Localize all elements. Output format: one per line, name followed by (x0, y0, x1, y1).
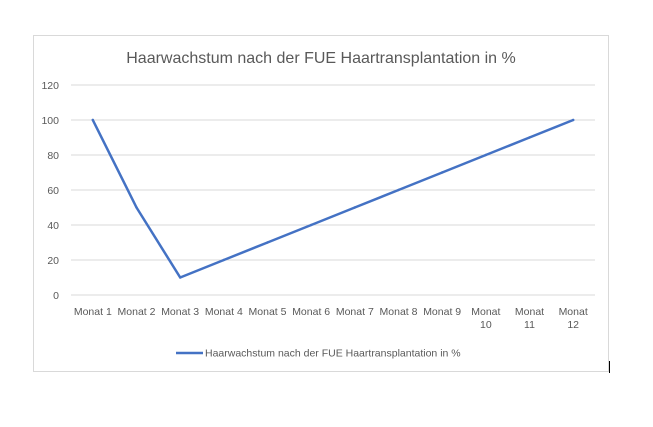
x-axis-tick-labels: Monat 1 Monat 2 Monat 3 Monat 4 Monat 5 Monat… (74, 306, 588, 331)
y-tick-label: 120 (41, 80, 59, 92)
data-point (440, 171, 444, 174)
x-tick-label: Monat 11 (515, 306, 544, 331)
x-tick-label: Monat 7 (336, 306, 374, 318)
legend-label: Haarwachstum nach der FUE Haartransplant… (205, 348, 461, 360)
chart-title: Haarwachstum nach der FUE Haartransplant… (126, 50, 516, 67)
y-tick-label: 40 (47, 220, 59, 232)
y-axis-tick-labels: 0 20 40 60 80 100 120 (41, 80, 59, 302)
data-point (397, 188, 400, 192)
series-line (91, 118, 575, 279)
x-tick-label: Monat 6 (292, 306, 330, 318)
x-tick-label: Monat 12 (559, 306, 588, 331)
x-tick-label: Monat 8 (380, 306, 418, 318)
data-point (135, 206, 138, 209)
x-tick-label: Monat 4 (205, 306, 243, 318)
data-point (91, 118, 95, 122)
chart-frame (33, 35, 609, 372)
x-tick-label: Monat 5 (249, 306, 287, 318)
series-lines (91, 118, 575, 279)
data-point (571, 118, 575, 122)
data-point (178, 276, 182, 279)
data-point (222, 258, 226, 262)
y-tick-label: 20 (47, 255, 59, 267)
x-tick-label: Monat 1 (74, 306, 112, 318)
y-tick-label: 60 (47, 185, 59, 197)
legend: Haarwachstum nach der FUE Haartransplant… (176, 348, 461, 360)
data-point (309, 223, 313, 227)
data-point (528, 136, 531, 139)
data-point (353, 206, 357, 209)
y-tick-label: 100 (41, 115, 59, 127)
text-cursor (609, 361, 610, 373)
x-tick-label: Monat 3 (161, 306, 199, 318)
data-point (266, 241, 269, 244)
x-tick-label: Monat 9 (423, 306, 461, 318)
y-tick-label: 0 (53, 290, 59, 302)
x-tick-label: Monat 2 (118, 306, 156, 318)
data-point (484, 153, 488, 157)
gridlines (71, 84, 595, 296)
y-tick-label: 80 (47, 150, 59, 162)
x-tick-label: Monat 10 (471, 306, 500, 331)
